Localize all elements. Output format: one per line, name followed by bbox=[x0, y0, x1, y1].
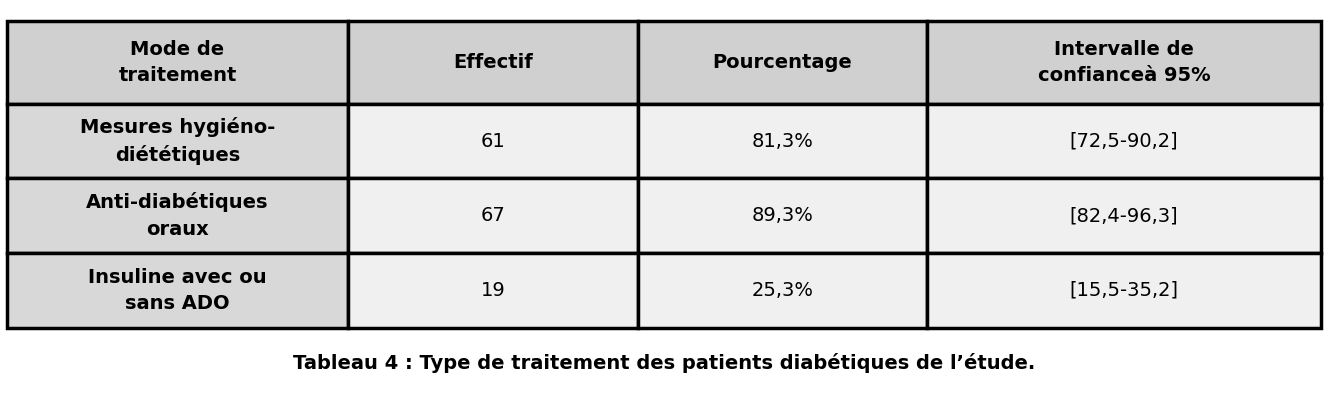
Bar bbox=[7, 104, 348, 178]
Bar bbox=[348, 178, 637, 253]
Text: Tableau 4 : Type de traitement des patients diabétiques de l’étude.: Tableau 4 : Type de traitement des patie… bbox=[293, 353, 1035, 373]
Text: [15,5-35,2]: [15,5-35,2] bbox=[1069, 281, 1179, 300]
Text: 19: 19 bbox=[481, 281, 506, 300]
Text: 81,3%: 81,3% bbox=[752, 131, 813, 151]
Text: Effectif: Effectif bbox=[453, 53, 533, 72]
Text: Mesures hygiéno-
diététiques: Mesures hygiéno- diététiques bbox=[80, 117, 275, 165]
Bar bbox=[637, 178, 927, 253]
Bar bbox=[637, 21, 927, 104]
Text: 89,3%: 89,3% bbox=[752, 206, 813, 225]
Bar bbox=[927, 21, 1321, 104]
Bar bbox=[637, 104, 927, 178]
Bar bbox=[927, 104, 1321, 178]
Text: Mode de
traitement: Mode de traitement bbox=[118, 39, 236, 85]
Text: [72,5-90,2]: [72,5-90,2] bbox=[1070, 131, 1178, 151]
Bar bbox=[7, 253, 348, 328]
Bar bbox=[927, 253, 1321, 328]
Bar bbox=[348, 253, 637, 328]
Text: 25,3%: 25,3% bbox=[752, 281, 813, 300]
Bar bbox=[927, 178, 1321, 253]
Bar bbox=[7, 21, 348, 104]
Text: 67: 67 bbox=[481, 206, 506, 225]
Bar bbox=[637, 253, 927, 328]
Text: Anti-diabétiques
oraux: Anti-diabétiques oraux bbox=[86, 192, 268, 239]
Text: 61: 61 bbox=[481, 131, 506, 151]
Bar bbox=[348, 104, 637, 178]
Text: [82,4-96,3]: [82,4-96,3] bbox=[1070, 206, 1178, 225]
Bar bbox=[7, 178, 348, 253]
Text: Pourcentage: Pourcentage bbox=[712, 53, 853, 72]
Bar bbox=[348, 21, 637, 104]
Text: Intervalle de
confianceà 95%: Intervalle de confianceà 95% bbox=[1038, 39, 1210, 85]
Text: Insuline avec ou
sans ADO: Insuline avec ou sans ADO bbox=[88, 268, 267, 313]
